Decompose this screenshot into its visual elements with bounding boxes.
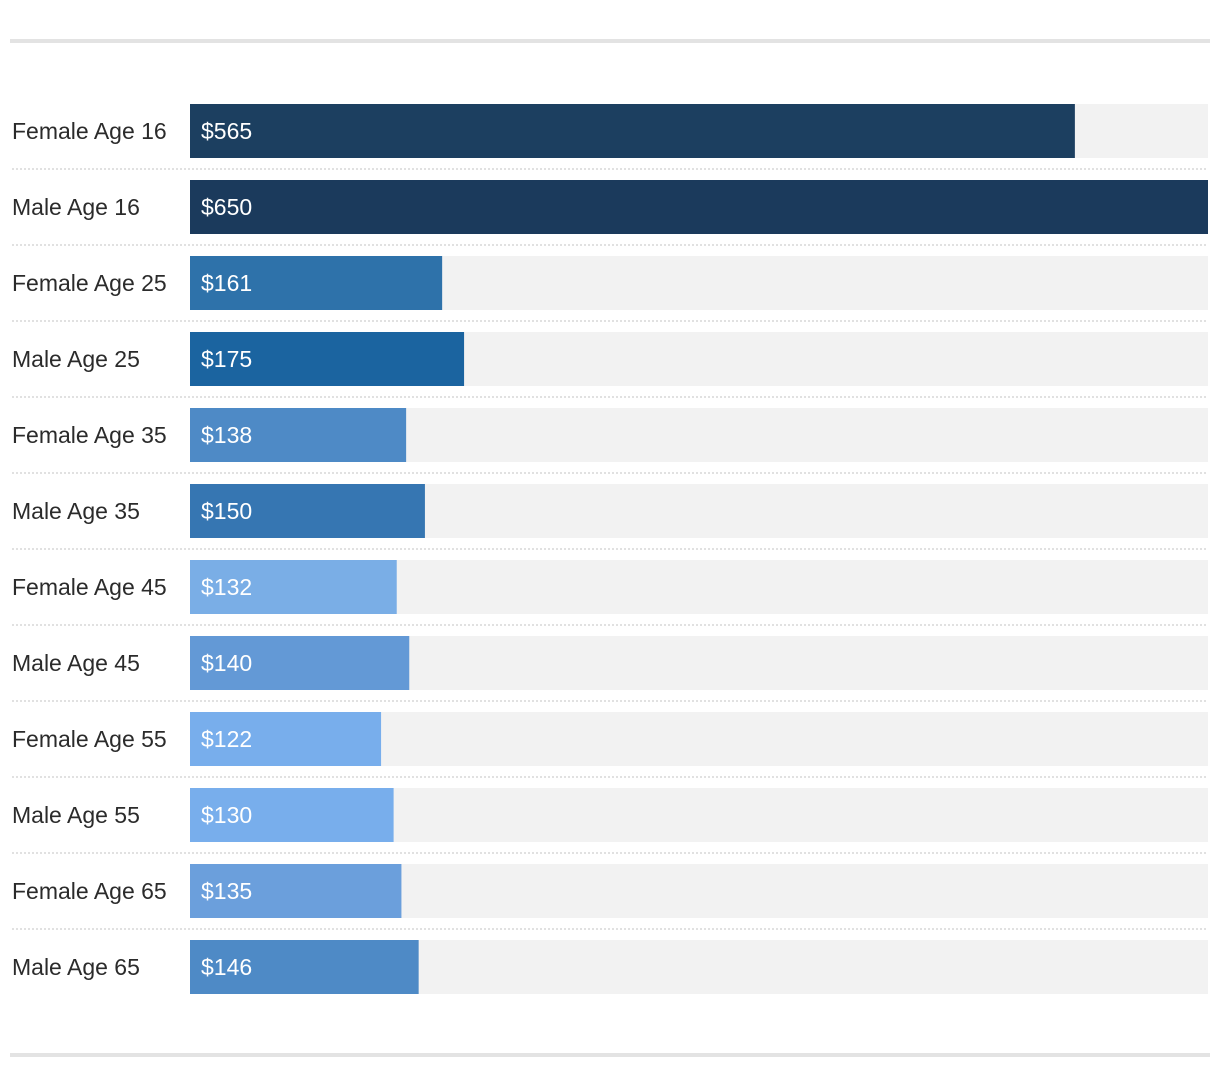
category-label-male-age-35: Male Age 35 [12,498,140,524]
value-label-female-age-55: $122 [201,726,252,752]
bar-row-female-age-65: Female Age 65 $135 [12,864,1208,918]
value-label-male-age-25: $175 [201,346,252,372]
bar-row-female-age-16: Female Age 16 $565 [12,104,1208,158]
category-label-female-age-65: Female Age 65 [12,878,167,904]
bar-row-female-age-45: Female Age 45 $132 [12,560,1208,614]
bar-male-age-35 [190,484,425,538]
value-label-female-age-35: $138 [201,422,252,448]
bar-female-age-45 [190,560,397,614]
category-label-female-age-45: Female Age 45 [12,574,167,600]
category-label-male-age-25: Male Age 25 [12,346,140,372]
bar-row-female-age-55: Female Age 55 $122 [12,712,1208,766]
value-label-female-age-65: $135 [201,878,252,904]
category-label-male-age-45: Male Age 45 [12,650,140,676]
bottom-divider [10,1053,1210,1057]
bar-female-age-55 [190,712,382,766]
value-label-male-age-16: $650 [201,194,252,220]
category-label-female-age-55: Female Age 55 [12,726,167,752]
value-label-male-age-45: $140 [201,650,252,676]
bar-female-age-35 [190,408,407,462]
value-label-female-age-16: $565 [201,118,252,144]
top-divider [10,39,1210,43]
category-label-male-age-65: Male Age 65 [12,954,140,980]
bar-row-male-age-25: Male Age 25 $175 [12,332,1208,386]
bar-male-age-65 [190,940,419,994]
category-label-female-age-16: Female Age 16 [12,118,167,144]
category-label-female-age-35: Female Age 35 [12,422,167,448]
bar-row-male-age-35: Male Age 35 $150 [12,484,1208,538]
bar-female-age-25 [190,256,443,310]
value-label-male-age-35: $150 [201,498,252,524]
value-label-female-age-45: $132 [201,574,252,600]
value-label-male-age-65: $146 [201,954,252,980]
bar-row-female-age-35: Female Age 35 $138 [12,408,1208,462]
bar-male-age-55 [190,788,394,842]
value-label-male-age-55: $130 [201,802,252,828]
bar-male-age-16 [190,180,1208,234]
category-label-female-age-25: Female Age 25 [12,270,167,296]
value-label-female-age-25: $161 [201,270,252,296]
bar-female-age-65 [190,864,402,918]
bar-row-male-age-65: Male Age 65 $146 [12,940,1208,994]
bar-row-male-age-16: Male Age 16 $650 [12,180,1208,234]
category-label-male-age-16: Male Age 16 [12,194,140,220]
category-label-male-age-55: Male Age 55 [12,802,140,828]
bar-row-male-age-55: Male Age 55 $130 [12,788,1208,842]
bar-male-age-25 [190,332,465,386]
bar-male-age-45 [190,636,410,690]
bar-row-female-age-25: Female Age 25 $161 [12,256,1208,310]
bar-row-male-age-45: Male Age 45 $140 [12,636,1208,690]
bar-female-age-16 [190,104,1075,158]
